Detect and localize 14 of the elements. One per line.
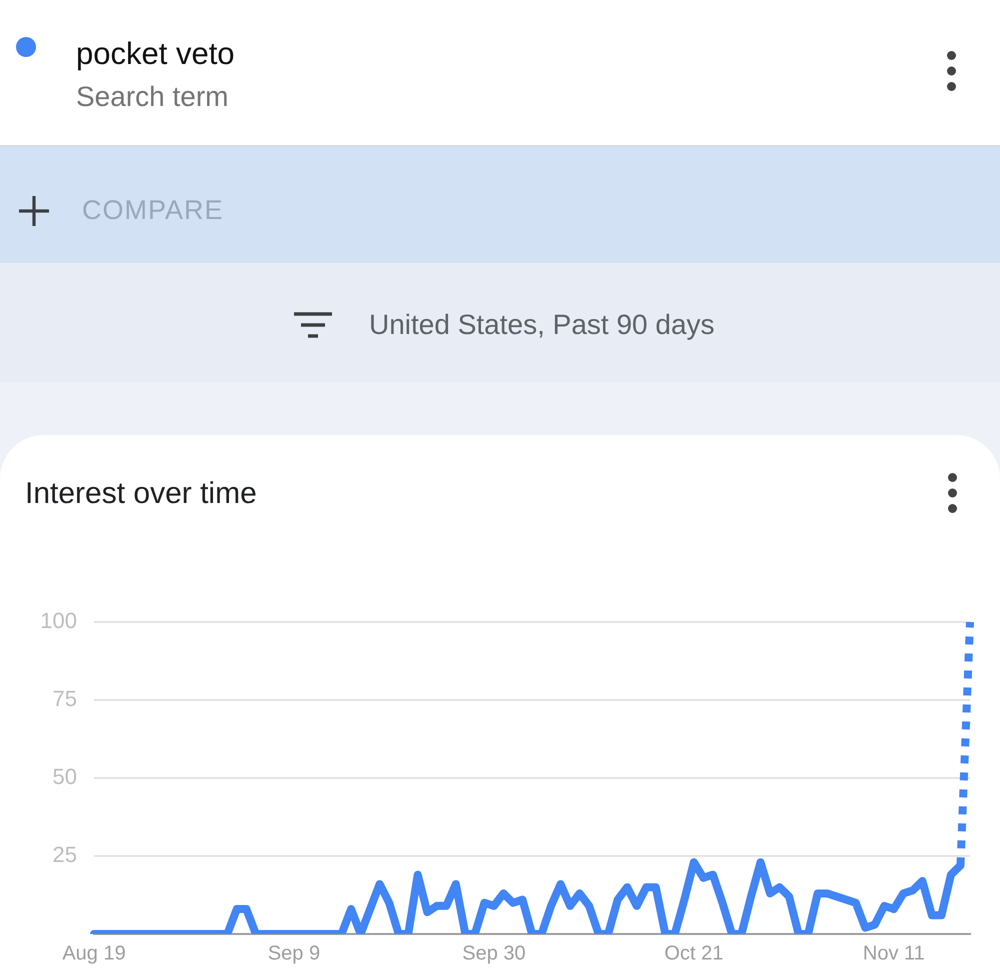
text: COMPARE <box>82 194 224 226</box>
text: Search term <box>76 80 228 114</box>
y-tick-label: 100 <box>40 608 77 634</box>
x-tick-label: Oct 21 <box>664 942 724 965</box>
chart-subtitle: United States, Past 90 days <box>369 308 715 342</box>
x-tick-label: Nov 11 <box>862 942 925 965</box>
x-tick-label: Sep 9 <box>268 942 320 965</box>
chart-title: Interest over time <box>25 476 257 512</box>
y-tick-label: 25 <box>52 842 77 868</box>
legend-label: pocket veto <box>76 36 235 72</box>
x-tick-label: Sep 30 <box>462 942 526 965</box>
x-tick-label: Aug 19 <box>62 942 126 965</box>
y-tick-label: 75 <box>52 686 77 712</box>
y-tick-label: 50 <box>52 764 77 790</box>
